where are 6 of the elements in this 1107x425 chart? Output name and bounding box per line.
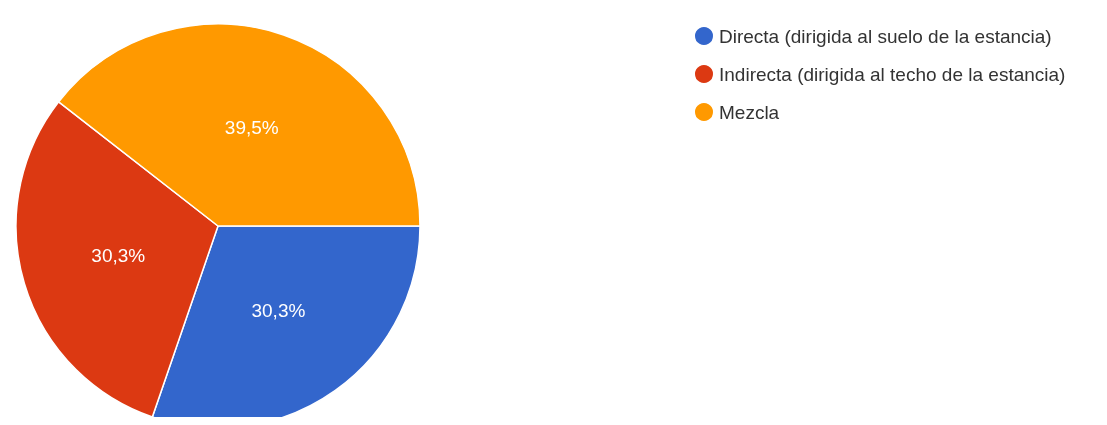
legend-label: Indirecta (dirigida al techo de la estancia) [719, 63, 1066, 85]
data-label: 39,5% [224, 117, 279, 139]
legend-label: Mezcla [719, 101, 780, 123]
data-label: 30,3% [251, 300, 306, 322]
data-label: 30,3% [91, 245, 146, 267]
legend-label: Directa (dirigida al suelo de la estancia) [719, 25, 1052, 47]
